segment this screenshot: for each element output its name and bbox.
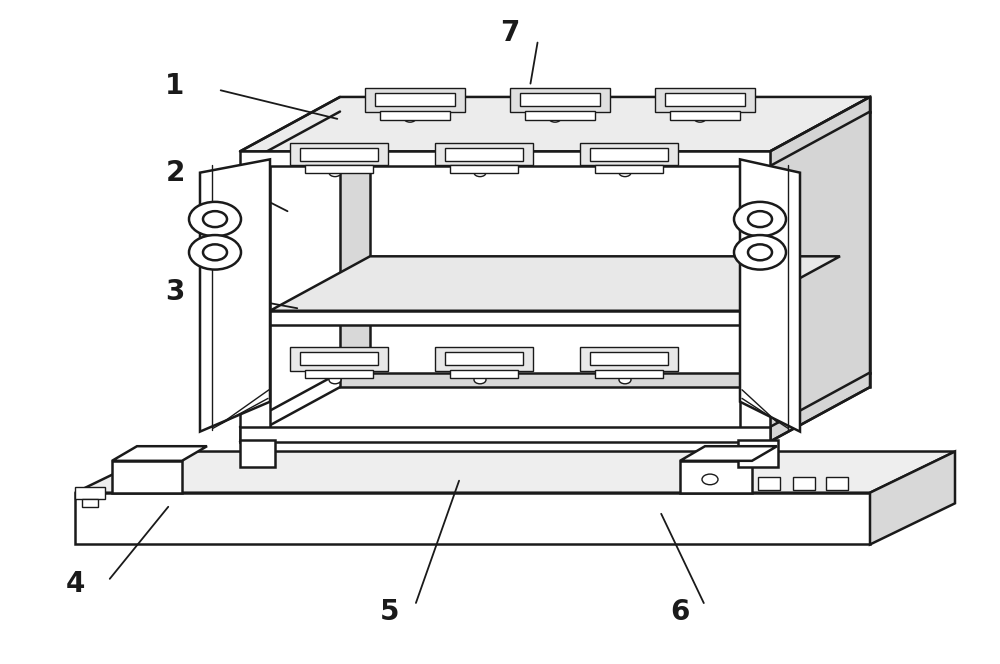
Circle shape [734,202,786,236]
Bar [365,88,465,112]
Bar [82,499,98,507]
Bar [450,165,518,173]
Circle shape [189,202,241,236]
Bar [290,347,388,371]
Bar [375,93,455,106]
Polygon shape [340,373,870,387]
Bar [240,427,770,442]
Polygon shape [840,112,870,373]
Circle shape [404,114,416,122]
Bar [450,370,518,378]
Bar [520,93,600,106]
Bar [112,461,182,493]
Bar [435,347,533,371]
Text: 1: 1 [165,72,185,100]
Bar [240,440,275,467]
Circle shape [329,376,341,384]
Bar [240,151,770,166]
Polygon shape [870,452,955,544]
Bar [826,477,848,490]
Circle shape [702,474,718,485]
Circle shape [694,114,706,122]
Text: 3: 3 [165,278,185,306]
Bar [445,352,523,365]
Bar [580,347,678,371]
Bar [665,93,745,106]
Bar [380,111,450,120]
Circle shape [619,376,631,384]
Bar [75,493,870,544]
Bar [300,148,378,161]
Bar [595,165,663,173]
Bar [670,111,740,120]
Circle shape [748,244,772,260]
Bar [305,165,373,173]
Text: 4: 4 [65,570,85,598]
Bar [590,352,668,365]
Text: 7: 7 [500,19,520,47]
Polygon shape [240,97,870,151]
Bar [290,143,388,165]
Polygon shape [112,446,207,461]
Bar [525,111,595,120]
Bar [510,88,610,112]
Polygon shape [75,452,955,493]
Bar [758,477,780,490]
Circle shape [329,169,341,177]
Polygon shape [270,256,840,311]
Circle shape [474,376,486,384]
Bar [793,477,815,490]
Circle shape [549,114,561,122]
Bar [680,461,752,493]
Bar [738,440,778,467]
Text: 5: 5 [380,598,400,626]
Polygon shape [680,446,777,461]
Bar [445,148,523,161]
Circle shape [734,235,786,270]
Polygon shape [770,97,870,442]
Bar [305,370,373,378]
Bar [240,166,270,442]
Bar [595,370,663,378]
Circle shape [474,169,486,177]
Bar [655,88,755,112]
Bar [435,143,533,165]
Bar [580,143,678,165]
Polygon shape [340,97,870,112]
Circle shape [619,169,631,177]
Bar [75,487,105,499]
Bar [300,352,378,365]
Bar [590,148,668,161]
Polygon shape [740,159,800,432]
Circle shape [748,211,772,227]
Circle shape [189,235,241,270]
Polygon shape [340,112,370,373]
Text: 2: 2 [165,159,185,187]
Bar [270,311,740,325]
Circle shape [203,211,227,227]
Text: 6: 6 [670,598,690,626]
Bar [740,166,770,442]
Circle shape [203,244,227,260]
Polygon shape [200,159,270,432]
